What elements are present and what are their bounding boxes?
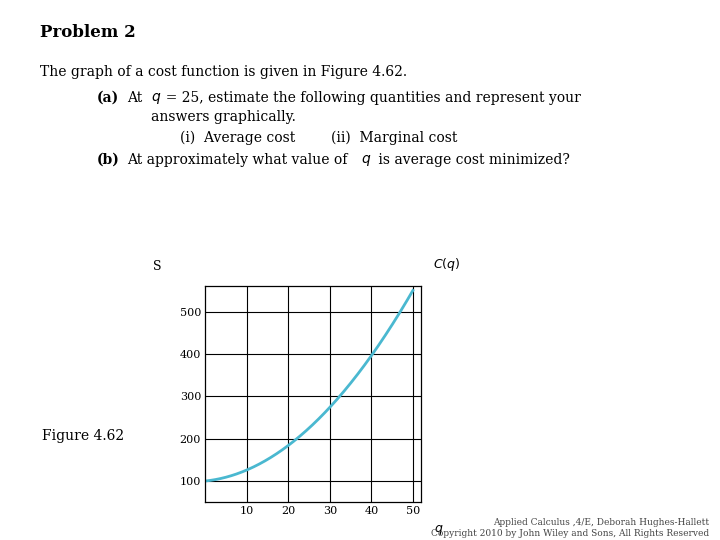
Text: Applied Calculus ,4/E, Deborah Hughes-Hallett: Applied Calculus ,4/E, Deborah Hughes-Ha…: [493, 518, 709, 528]
Text: = 25, estimate the following quantities and represent your: = 25, estimate the following quantities …: [163, 91, 581, 105]
Text: (i)  Average cost: (i) Average cost: [180, 131, 295, 145]
Text: At approximately what value of: At approximately what value of: [127, 153, 352, 167]
Text: At: At: [127, 91, 151, 105]
Text: $q$: $q$: [361, 153, 372, 168]
Text: (a): (a): [97, 91, 120, 105]
Text: Copyright 2010 by John Wiley and Sons, All Rights Reserved: Copyright 2010 by John Wiley and Sons, A…: [431, 529, 709, 538]
Text: Figure 4.62: Figure 4.62: [42, 429, 124, 443]
Text: The graph of a cost function is given in Figure 4.62.: The graph of a cost function is given in…: [40, 65, 407, 79]
Text: (b): (b): [97, 153, 120, 167]
Text: $q$: $q$: [434, 523, 444, 537]
Text: answers graphically.: answers graphically.: [151, 110, 296, 124]
Text: $q$: $q$: [151, 91, 161, 106]
Text: $C(q)$: $C(q)$: [433, 256, 461, 273]
Text: S: S: [153, 260, 162, 273]
Text: Problem 2: Problem 2: [40, 24, 135, 41]
Text: is average cost minimized?: is average cost minimized?: [374, 153, 570, 167]
Text: (ii)  Marginal cost: (ii) Marginal cost: [331, 131, 458, 145]
